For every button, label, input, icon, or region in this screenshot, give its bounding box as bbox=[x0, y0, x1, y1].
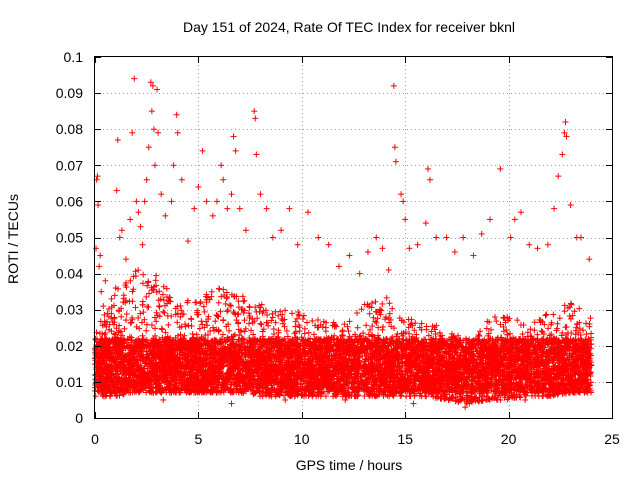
data-point bbox=[380, 324, 386, 330]
data-points bbox=[92, 76, 594, 411]
data-point bbox=[514, 317, 520, 323]
data-point bbox=[295, 309, 301, 315]
data-point bbox=[424, 324, 430, 330]
data-point bbox=[246, 321, 252, 327]
data-point bbox=[128, 319, 134, 325]
data-point bbox=[216, 300, 222, 306]
chart-title: Day 151 of 2024, Rate Of TEC Index for r… bbox=[183, 19, 515, 35]
data-point bbox=[379, 301, 385, 307]
data-point bbox=[240, 293, 246, 299]
data-point bbox=[568, 301, 574, 307]
data-point bbox=[143, 328, 149, 334]
data-point bbox=[576, 306, 582, 312]
data-point bbox=[259, 302, 265, 308]
